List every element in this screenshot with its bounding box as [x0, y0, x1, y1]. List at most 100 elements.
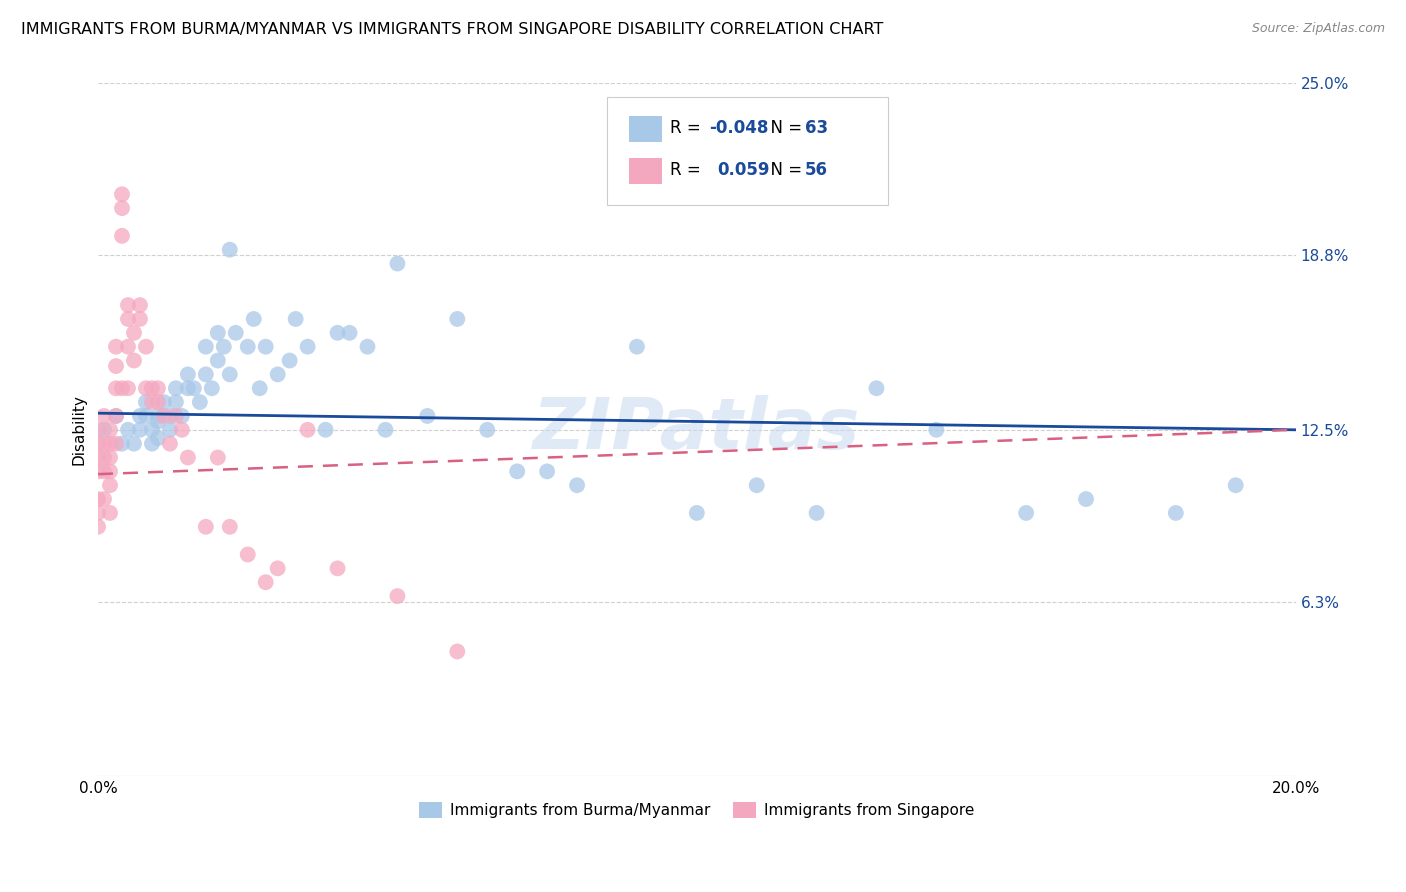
Point [146, 381, 169, 395]
Point [98, 436, 121, 450]
Point [159, 436, 181, 450]
Point [865, 381, 887, 395]
Point [159, 409, 181, 423]
Point [117, 423, 139, 437]
Point [98, 464, 121, 478]
Point [141, 436, 163, 450]
Text: Source: ZipAtlas.com: Source: ZipAtlas.com [1251, 22, 1385, 36]
Point [117, 340, 139, 354]
Point [236, 548, 259, 562]
Point [87, 464, 110, 478]
Point [326, 326, 349, 340]
Point [87, 436, 110, 450]
Text: IMMIGRANTS FROM BURMA/MYANMAR VS IMMIGRANTS FROM SINGAPORE DISABILITY CORRELATIO: IMMIGRANTS FROM BURMA/MYANMAR VS IMMIGRA… [21, 22, 883, 37]
Point [105, 340, 128, 354]
Point [477, 423, 499, 437]
Point [93, 492, 115, 507]
Point [218, 520, 240, 534]
Point [105, 436, 128, 450]
Point [87, 520, 110, 534]
Text: 0.059: 0.059 [717, 161, 769, 179]
Point [536, 464, 558, 478]
Point [153, 409, 176, 423]
Point [297, 423, 319, 437]
Point [177, 381, 200, 395]
Point [122, 436, 145, 450]
Point [153, 395, 176, 409]
Point [1164, 506, 1187, 520]
Point [236, 340, 259, 354]
Point [806, 506, 828, 520]
Point [686, 506, 709, 520]
Point [356, 340, 378, 354]
Point [207, 450, 229, 465]
Point [141, 395, 163, 409]
Point [339, 326, 361, 340]
Point [135, 395, 157, 409]
Point [218, 243, 240, 257]
Point [105, 359, 128, 373]
Point [87, 423, 110, 437]
Point [194, 520, 217, 534]
Point [207, 353, 229, 368]
Point [925, 423, 948, 437]
Point [93, 464, 115, 478]
Point [374, 423, 396, 437]
FancyBboxPatch shape [607, 97, 889, 204]
Point [122, 353, 145, 368]
Point [266, 561, 288, 575]
Point [326, 561, 349, 575]
Point [183, 381, 205, 395]
Text: N =: N = [761, 120, 807, 137]
Point [284, 312, 307, 326]
Point [165, 409, 187, 423]
Point [111, 201, 134, 215]
Point [135, 409, 157, 423]
FancyBboxPatch shape [628, 116, 662, 143]
Point [146, 409, 169, 423]
Point [87, 450, 110, 465]
Point [159, 423, 181, 437]
Legend: Immigrants from Burma/Myanmar, Immigrants from Singapore: Immigrants from Burma/Myanmar, Immigrant… [413, 796, 980, 824]
Point [111, 436, 134, 450]
Point [146, 395, 169, 409]
Point [446, 312, 468, 326]
Text: 63: 63 [804, 120, 828, 137]
Point [129, 409, 152, 423]
Point [98, 423, 121, 437]
Point [146, 415, 169, 429]
Point [177, 368, 200, 382]
Point [1074, 492, 1097, 507]
FancyBboxPatch shape [628, 158, 662, 184]
Point [105, 381, 128, 395]
Point [141, 381, 163, 395]
Point [105, 409, 128, 423]
Point [117, 312, 139, 326]
Point [387, 256, 409, 270]
Point [194, 368, 217, 382]
Point [506, 464, 529, 478]
Point [212, 340, 235, 354]
Text: 56: 56 [804, 161, 828, 179]
Point [93, 436, 115, 450]
Point [98, 478, 121, 492]
Text: N =: N = [761, 161, 807, 179]
Point [111, 228, 134, 243]
Point [446, 644, 468, 658]
Point [266, 368, 288, 382]
Point [194, 340, 217, 354]
Point [87, 506, 110, 520]
Point [98, 450, 121, 465]
Point [129, 298, 152, 312]
Point [105, 409, 128, 423]
Point [170, 423, 193, 437]
Text: R =: R = [671, 120, 706, 137]
Point [117, 381, 139, 395]
Point [129, 312, 152, 326]
Point [93, 409, 115, 423]
Point [146, 431, 169, 445]
Point [254, 340, 277, 354]
Point [170, 409, 193, 423]
Y-axis label: Disability: Disability [72, 394, 86, 466]
Point [249, 381, 271, 395]
